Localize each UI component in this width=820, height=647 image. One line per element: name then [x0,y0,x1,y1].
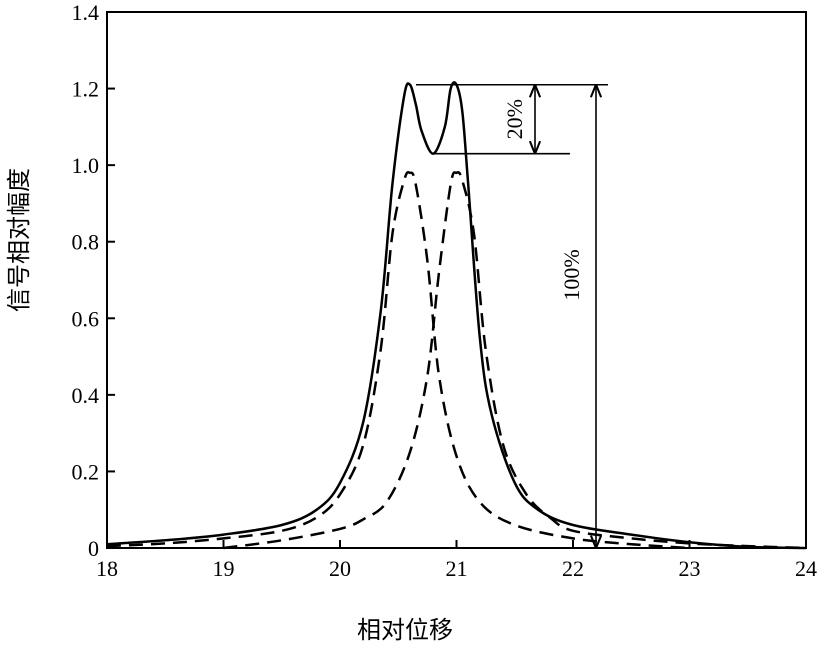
x-axis-label: 相对位移 [357,616,453,644]
x-tick-label: 21 [446,556,468,581]
dashed-curve-2 [223,171,807,550]
dimension-20-label: 20% [502,99,527,139]
y-tick-label: 0.8 [72,230,100,255]
y-tick-label: 1.2 [72,77,100,102]
x-tick-label: 24 [795,556,817,581]
y-tick-label: 0.4 [72,383,100,408]
x-tick-label: 18 [96,556,118,581]
dashed-curve-1 [106,171,690,550]
sum-curve [106,81,807,550]
y-tick-label: 1.0 [72,153,100,178]
y-tick-label: 0.2 [72,459,100,484]
x-tick-label: 22 [562,556,584,581]
y-tick-label: 0 [88,536,99,561]
y-axis-label: 信号相对幅度 [5,168,33,312]
x-tick-label: 20 [329,556,351,581]
plot-frame [106,11,807,549]
x-tick-label: 23 [679,556,701,581]
y-tick-label: 1.4 [72,0,100,25]
dimension-100-label: 100% [559,249,584,300]
x-tick-label: 19 [213,556,235,581]
y-tick-label: 0.6 [72,306,100,331]
